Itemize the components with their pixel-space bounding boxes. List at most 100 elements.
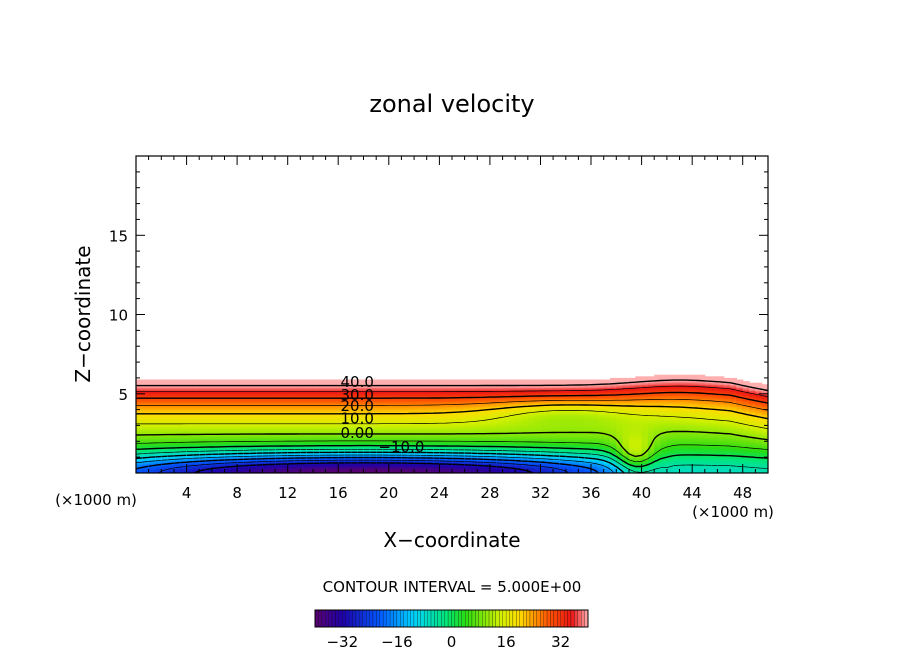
field-cell: [660, 461, 668, 465]
field-cell: [331, 449, 339, 452]
field-cell: [426, 389, 434, 392]
field-cell: [584, 400, 592, 403]
field-cell: [338, 398, 346, 401]
field-cell: [350, 379, 358, 382]
field-cell: [420, 425, 428, 428]
field-cell: [470, 411, 478, 414]
field-cell: [477, 431, 485, 434]
field-cell: [306, 404, 314, 408]
field-cell: [414, 404, 421, 408]
field-cell: [628, 422, 636, 425]
field-cell: [218, 436, 226, 439]
field-cell: [249, 419, 257, 422]
field-cell: [654, 471, 662, 473]
field-cell: [464, 466, 472, 469]
field-cell: [647, 390, 655, 393]
field-cell: [458, 449, 466, 452]
field-cell: [477, 441, 485, 444]
field-cell: [445, 434, 453, 438]
field-cell: [489, 460, 497, 463]
field-cell: [439, 401, 447, 404]
field-cell: [287, 393, 295, 396]
field-cell: [205, 427, 213, 430]
field-cell: [369, 406, 377, 409]
field-cell: [489, 425, 497, 428]
field-cell: [433, 442, 440, 446]
field-cell: [363, 385, 371, 389]
field-cell: [350, 436, 358, 439]
field-cell: [534, 449, 542, 452]
field-cell: [502, 422, 510, 425]
field-cell: [180, 389, 188, 392]
field-cell: [192, 468, 200, 471]
field-cell: [464, 436, 472, 439]
field-cell: [230, 438, 238, 441]
field-cell: [161, 465, 169, 468]
field-cell: [483, 381, 491, 384]
field-cell: [294, 436, 301, 439]
field-cell: [369, 434, 377, 438]
field-cell: [553, 433, 561, 436]
field-cell: [331, 425, 339, 428]
field-cell: [591, 400, 598, 403]
field-cell: [369, 379, 377, 382]
field-cell: [622, 465, 630, 468]
field-cell: [306, 455, 314, 458]
field-cell: [388, 431, 396, 434]
field-cell: [376, 411, 384, 414]
field-cell: [628, 436, 636, 439]
field-cell: [616, 381, 624, 384]
field-cell: [584, 436, 592, 439]
field-cell: [180, 469, 188, 473]
field-cell: [256, 425, 263, 428]
field-cell: [376, 381, 384, 384]
field-cell: [622, 382, 630, 385]
field-cell: [477, 423, 485, 427]
field-cell: [426, 460, 434, 463]
field-cell: [180, 409, 188, 412]
field-cell: [502, 427, 510, 430]
field-cell: [445, 427, 453, 430]
field-cell: [666, 463, 674, 466]
field-cell: [357, 409, 365, 412]
field-cell: [610, 423, 617, 427]
field-cell: [445, 392, 453, 395]
field-cell: [445, 428, 453, 431]
field-cell: [439, 428, 447, 431]
field-cell: [654, 439, 662, 442]
field-cell: [369, 442, 377, 446]
field-cell: [426, 420, 434, 423]
field-cell: [407, 458, 415, 461]
field-cell: [426, 441, 434, 444]
field-cell: [218, 427, 226, 430]
field-cell: [401, 434, 409, 438]
field-cell: [515, 469, 523, 473]
field-cell: [426, 442, 434, 446]
field-cell: [426, 415, 434, 419]
field-cell: [249, 393, 257, 396]
field-cell: [641, 422, 649, 425]
field-cell: [382, 415, 390, 419]
field-cell: [502, 381, 510, 384]
field-cell: [565, 434, 573, 438]
field-cell: [249, 428, 257, 431]
field-cell: [312, 468, 320, 471]
field-cell: [350, 389, 358, 392]
field-cell: [268, 449, 276, 452]
field-cell: [256, 455, 263, 458]
field-cell: [496, 442, 504, 446]
field-cell: [376, 471, 384, 473]
field-cell: [426, 428, 434, 431]
field-cell: [357, 414, 365, 417]
field-cell: [243, 389, 251, 392]
field-cell: [414, 414, 421, 417]
field-cell: [142, 389, 150, 392]
field-cell: [603, 406, 611, 409]
field-cell: [647, 428, 655, 431]
field-cell: [325, 415, 333, 419]
field-cell: [597, 455, 605, 458]
field-cell: [584, 408, 592, 411]
field-cell: [610, 466, 617, 469]
field-cell: [237, 389, 245, 392]
field-cell: [294, 446, 301, 449]
